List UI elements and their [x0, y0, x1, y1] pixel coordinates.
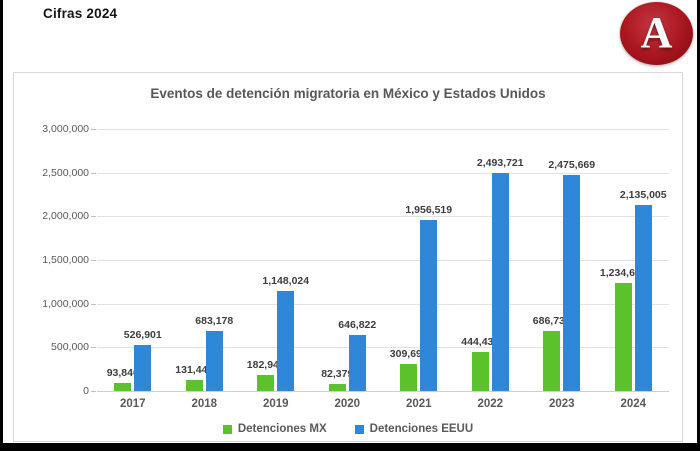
bar-detenciones-eeuu [277, 290, 295, 391]
x-axis-label: 2018 [191, 398, 218, 410]
logo-letter-a: A [640, 7, 673, 57]
bar-detenciones-eeuu [134, 344, 152, 391]
y-axis-tick-label: 2,500,000 [42, 166, 89, 179]
bar-value-label: 93,846 [106, 366, 139, 379]
bar-value-label: 1,956,519 [405, 204, 453, 217]
y-axis-tick [91, 216, 96, 218]
chart-panel: Eventos de detención migratoria en Méxic… [13, 72, 683, 442]
bar-value-label: 131,445 [175, 363, 214, 376]
bar-value-label: 309,692 [389, 347, 428, 360]
aristegui-logo: A [620, 2, 693, 65]
x-axis-label: 2022 [477, 398, 504, 410]
legend-swatch-eeuu [354, 424, 364, 434]
bar-detenciones-eeuu [491, 173, 509, 391]
y-axis-labels: 0 500,000 1,000,000 1,500,000 2,000,000 2,500… [14, 123, 89, 397]
x-axis-labels: 2017 2018 2019 2020 2021 2022 2023 2024 [97, 398, 669, 413]
gridline [97, 260, 669, 261]
gridline [97, 303, 669, 305]
y-axis-tick [91, 303, 96, 305]
y-axis-tick-label: 2,000,000 [42, 210, 89, 223]
legend-item-eeuu: Detenciones EEUU [354, 423, 474, 435]
legend-swatch-mx [222, 424, 232, 434]
legend-item-mx: Detenciones MX [222, 423, 327, 435]
bar-value-label: 182,940 [246, 359, 285, 372]
bar-detenciones-mx [400, 363, 418, 391]
bar-detenciones-mx [471, 352, 489, 391]
x-axis-label: 2020 [334, 398, 361, 410]
bar-value-label: 2,493,721 [476, 157, 524, 170]
bar-detenciones-eeuu [563, 174, 581, 391]
caption-cifras: Cifras 2024 [43, 6, 118, 21]
y-axis-tick [91, 172, 96, 174]
y-axis-tick [91, 391, 96, 392]
bar-value-label: 526,901 [123, 328, 162, 341]
bottom-black-edge [0, 443, 700, 451]
y-axis-tick [91, 347, 96, 349]
bar-value-label: 2,135,005 [619, 188, 667, 201]
y-axis-tick [91, 260, 96, 261]
bar-detenciones-mx [185, 379, 203, 391]
plot-area: 93,846 526,901 131,445 683,178 182,940 1,148,… [97, 129, 669, 392]
x-axis-label: 2019 [262, 398, 289, 410]
bar-detenciones-eeuu [348, 334, 366, 391]
bar-detenciones-eeuu [420, 220, 438, 391]
y-axis-tick-label: 3,000,000 [42, 123, 89, 135]
bar-value-label: 82,379 [321, 367, 354, 380]
y-axis-tick [91, 129, 96, 130]
bar-value-label: 683,178 [195, 315, 234, 328]
gridline [97, 216, 669, 218]
bar-detenciones-mx [114, 382, 132, 391]
bar-detenciones-mx [614, 283, 632, 391]
bar-value-label: 646,822 [338, 318, 377, 331]
bar-detenciones-mx [543, 331, 561, 391]
x-axis-label: 2023 [548, 398, 575, 410]
legend: Detenciones MX Detenciones EEUU [14, 423, 682, 435]
chart-title: Eventos de detención migratoria en Méxic… [150, 86, 546, 101]
y-axis-tick-label: 500,000 [51, 341, 89, 354]
y-axis-tick-label: 1,000,000 [42, 297, 89, 310]
bar-value-label: 1,148,024 [262, 274, 310, 287]
bar-detenciones-mx [257, 375, 275, 391]
bar-detenciones-eeuu [634, 204, 652, 391]
y-axis-tick-label: 0 [83, 385, 89, 397]
legend-label-mx: Detenciones MX [237, 423, 327, 435]
x-axis-label: 2024 [620, 398, 647, 410]
gridline [97, 129, 669, 130]
left-black-edge [0, 0, 3, 451]
bar-value-label: 444,439 [461, 336, 500, 349]
y-axis-tick-label: 1,500,000 [42, 254, 89, 266]
gridline [97, 347, 669, 349]
gridline [97, 391, 669, 392]
bar-detenciones-mx [328, 383, 346, 391]
right-black-edge [697, 0, 700, 451]
x-axis-label: 2017 [119, 398, 146, 410]
x-axis-label: 2021 [405, 398, 432, 410]
legend-label-eeuu: Detenciones EEUU [369, 423, 474, 435]
bar-value-label: 686,732 [532, 315, 571, 328]
bar-value-label: 2,475,669 [548, 158, 596, 171]
gridline [97, 172, 669, 174]
bar-detenciones-eeuu [205, 331, 223, 391]
